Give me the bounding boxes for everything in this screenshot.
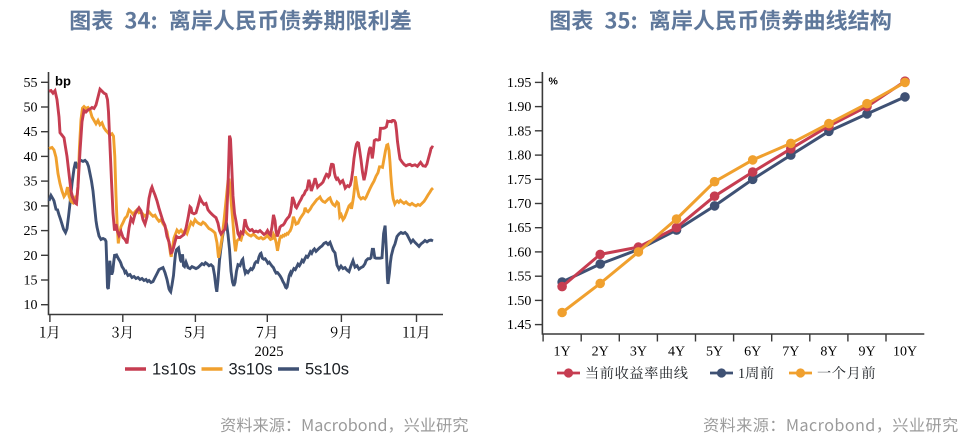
svg-text:1.65: 1.65	[507, 221, 532, 236]
svg-text:7Y: 7Y	[782, 345, 799, 360]
svg-text:6Y: 6Y	[744, 345, 761, 360]
svg-text:1.90: 1.90	[507, 100, 532, 115]
svg-text:15: 15	[24, 274, 38, 289]
svg-text:1s10s: 1s10s	[152, 361, 196, 379]
svg-text:30: 30	[24, 199, 38, 214]
svg-text:1.80: 1.80	[507, 149, 532, 164]
svg-text:3s10s: 3s10s	[229, 361, 273, 379]
svg-text:8Y: 8Y	[820, 345, 837, 360]
svg-text:2Y: 2Y	[592, 345, 609, 360]
svg-text:55: 55	[24, 76, 38, 91]
svg-text:%: %	[549, 76, 559, 88]
svg-text:bp: bp	[55, 74, 71, 89]
svg-text:40: 40	[24, 150, 38, 165]
svg-text:1Y: 1Y	[554, 345, 571, 360]
svg-text:35: 35	[24, 175, 38, 190]
svg-text:1.75: 1.75	[507, 173, 532, 188]
svg-text:20: 20	[24, 249, 38, 264]
svg-text:10Y: 10Y	[893, 345, 917, 360]
svg-text:45: 45	[24, 125, 38, 140]
svg-text:4Y: 4Y	[668, 345, 685, 360]
svg-text:1.85: 1.85	[507, 124, 532, 139]
svg-text:10: 10	[24, 298, 38, 313]
svg-text:5s10s: 5s10s	[305, 361, 349, 379]
svg-text:1.50: 1.50	[507, 294, 532, 309]
svg-text:50: 50	[24, 101, 38, 116]
svg-text:3Y: 3Y	[630, 345, 647, 360]
svg-text:9Y: 9Y	[858, 345, 875, 360]
svg-text:1.55: 1.55	[507, 270, 532, 285]
svg-text:5Y: 5Y	[706, 345, 723, 360]
svg-text:25: 25	[24, 224, 38, 239]
svg-text:1.70: 1.70	[507, 197, 532, 212]
svg-text:2025: 2025	[255, 344, 284, 360]
svg-text:1.60: 1.60	[507, 245, 532, 260]
svg-text:1: 1	[738, 366, 745, 382]
svg-text:1.95: 1.95	[507, 76, 532, 91]
svg-text:1.45: 1.45	[507, 318, 532, 333]
